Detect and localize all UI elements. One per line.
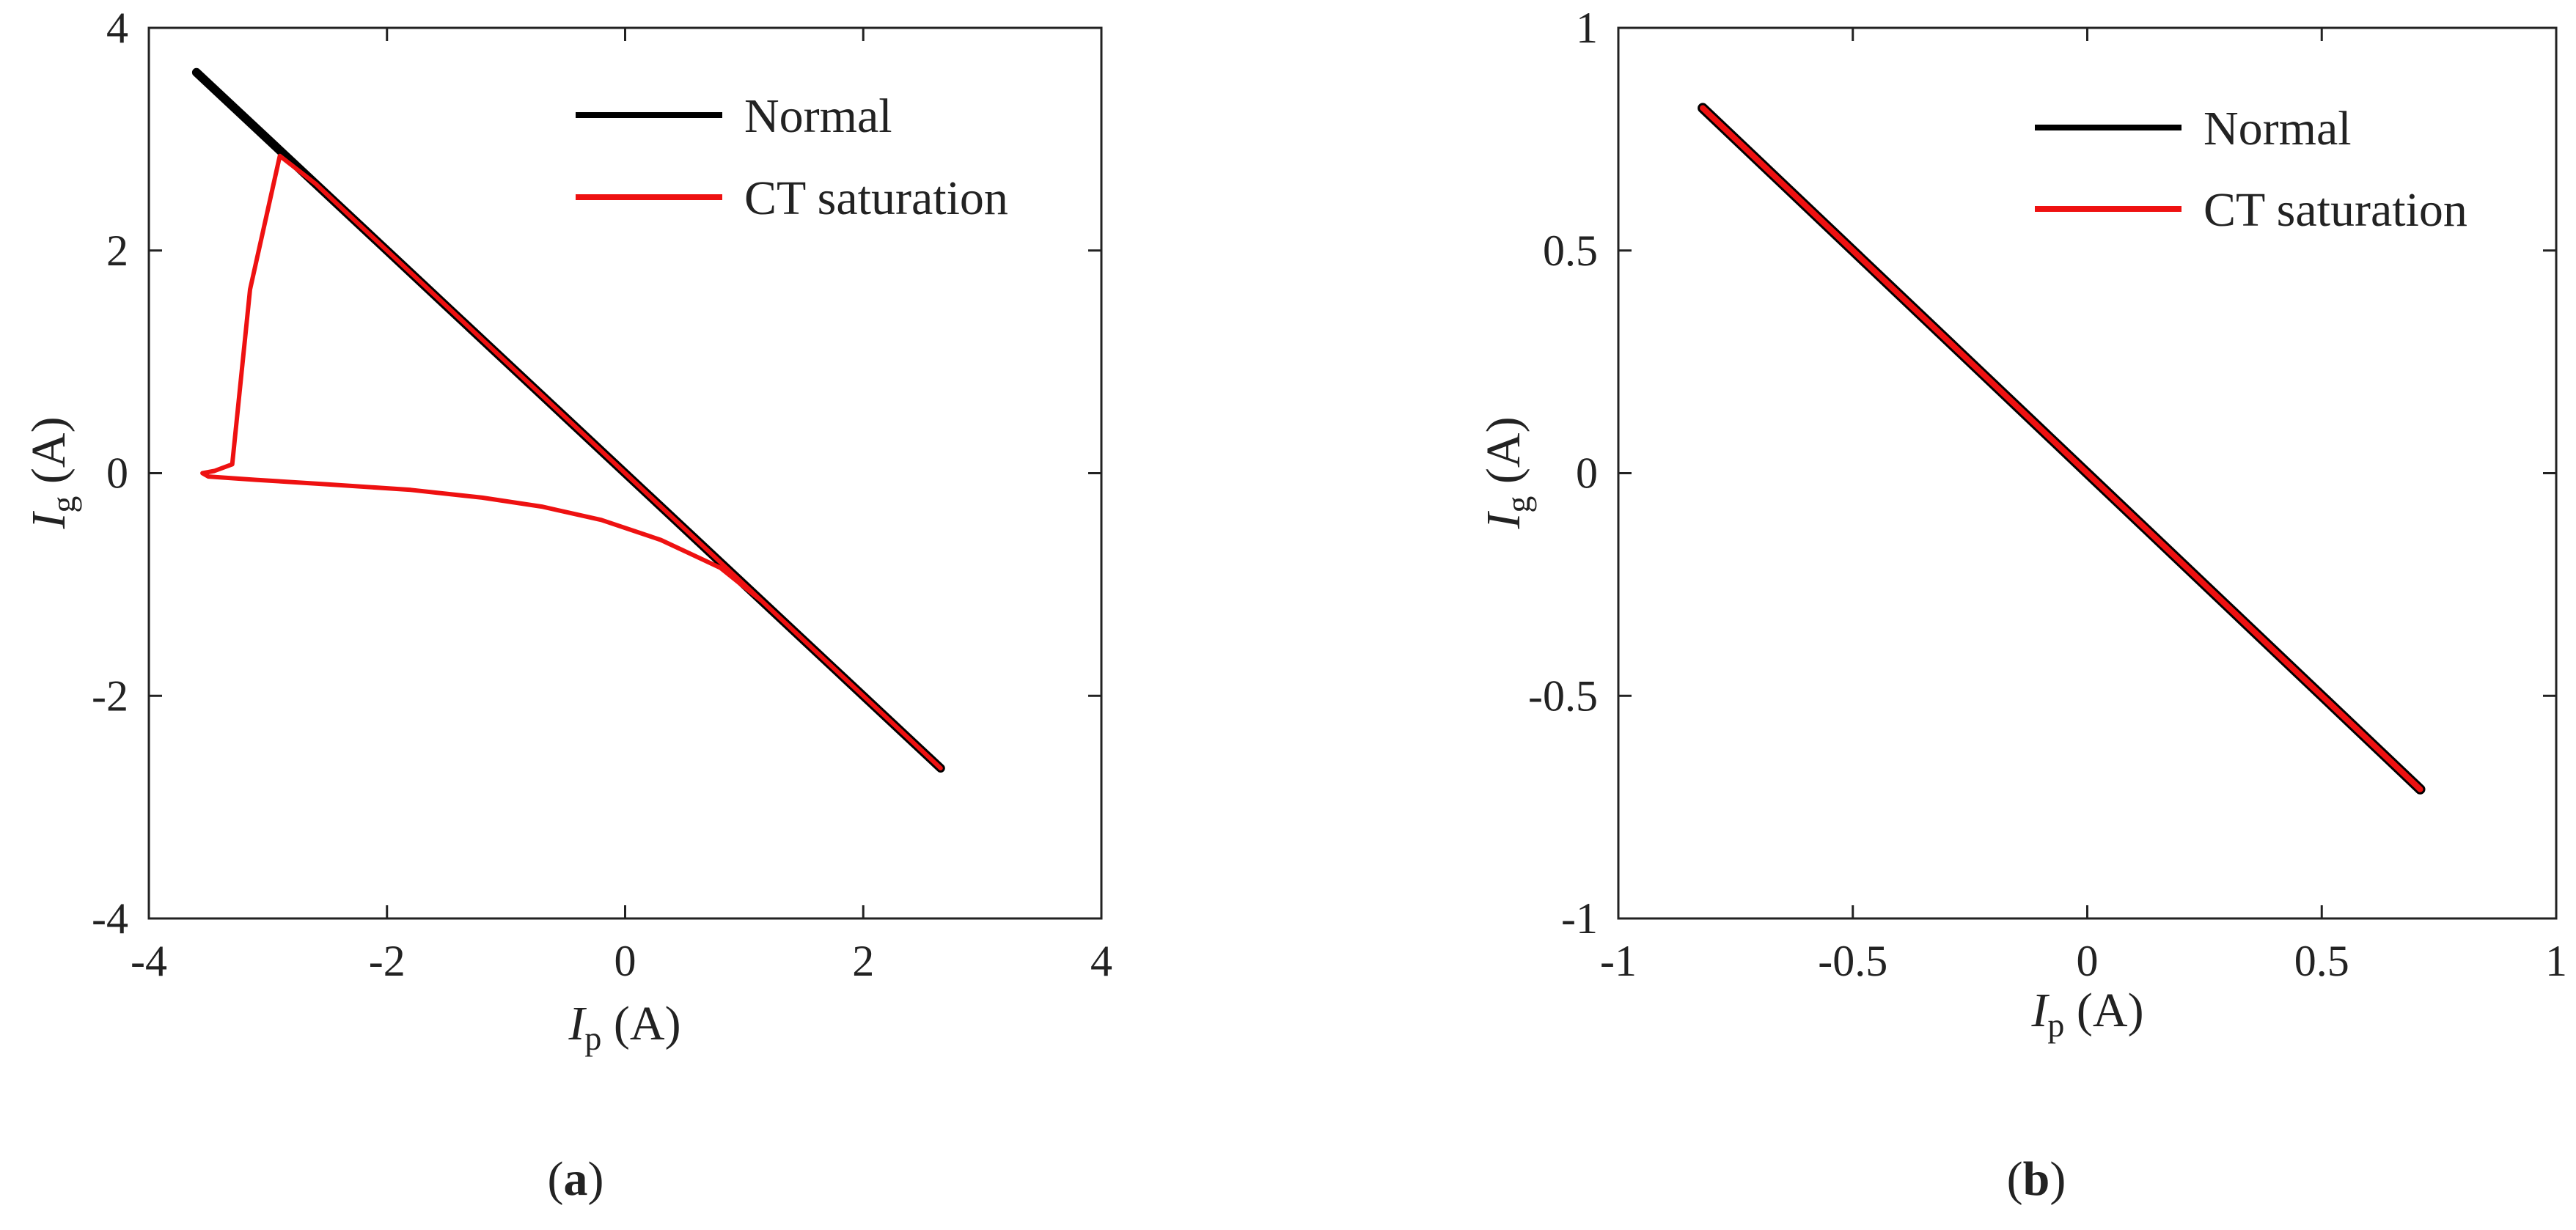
- y-tick-label: 2: [106, 227, 128, 275]
- y-tick-label: -0.5: [1528, 671, 1598, 720]
- y-tick-label: -4: [92, 894, 128, 943]
- series-group: [191, 67, 945, 773]
- y-tick-label: -2: [92, 671, 128, 720]
- x-tick-label: 1: [2545, 937, 2567, 985]
- y-tick-labels: -4 -2 0 2 4: [92, 4, 128, 943]
- x-axis-label: Ip (A): [568, 997, 680, 1057]
- x-tick-label: 4: [1090, 937, 1112, 985]
- panel-caption-b: (b): [2007, 1152, 2066, 1206]
- y-tick-label: 0: [106, 449, 128, 498]
- x-tick-labels: -1 -0.5 0 0.5 1: [1600, 937, 2567, 985]
- x-tick-label: -0.5: [1818, 937, 1887, 985]
- legend-label-normal: Normal: [744, 89, 892, 143]
- series-group: [1698, 103, 2426, 795]
- y-tick-labels: -1 -0.5 0 0.5 1: [1528, 4, 1598, 943]
- y-tick-label: 0.5: [1543, 227, 1598, 275]
- legend: Normal CT saturation: [576, 89, 1008, 225]
- panel-b: -1 -0.5 0 0.5 1 -1 -0.5 0 0.5 1 Normal CT satura…: [1477, 4, 2567, 1206]
- y-tick-label: 0: [1576, 449, 1598, 498]
- y-tick-label: 4: [106, 4, 128, 52]
- y-tick-label: -1: [1561, 894, 1598, 943]
- legend-label-normal: Normal: [2203, 102, 2352, 155]
- x-tick-label: -1: [1600, 937, 1637, 985]
- y-axis-label: Ig (A): [22, 416, 82, 529]
- series-line-ct-saturation: [200, 153, 943, 770]
- series-line-ct-saturation: [1700, 105, 2423, 792]
- x-tick-label: 0: [614, 937, 636, 985]
- x-tick-label: 0.5: [2294, 937, 2349, 985]
- tick-marks: [147, 26, 1103, 920]
- legend: Normal CT saturation: [2035, 102, 2467, 237]
- tick-marks: [1617, 26, 2558, 920]
- x-tick-label: -4: [131, 937, 167, 985]
- x-tick-label: 2: [852, 937, 874, 985]
- x-tick-labels: -4 -2 0 2 4: [131, 937, 1112, 985]
- panel-a: -4 -2 0 2 4 -4 -2 0 2 4 Normal CT saturation Ip …: [22, 4, 1112, 1206]
- y-tick-label: 1: [1576, 4, 1598, 52]
- x-tick-label: -2: [369, 937, 406, 985]
- panel-caption-a: (a): [548, 1152, 604, 1206]
- x-tick-label: 0: [2077, 937, 2099, 985]
- legend-label-ct-saturation: CT saturation: [744, 172, 1008, 225]
- y-axis-label: Ig (A): [1477, 416, 1537, 529]
- legend-label-ct-saturation: CT saturation: [2203, 183, 2467, 237]
- x-axis-label: Ip (A): [2030, 984, 2143, 1044]
